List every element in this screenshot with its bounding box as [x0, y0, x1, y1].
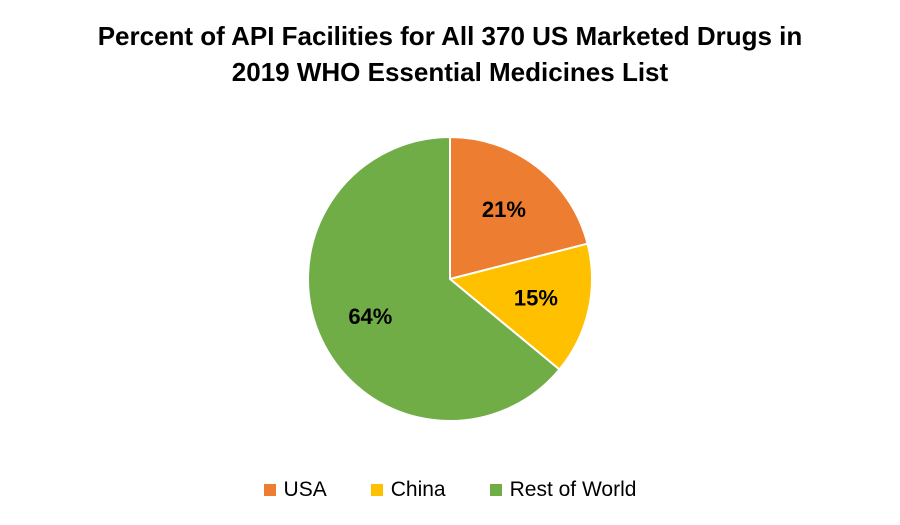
pie-data-labels: 21% 15% 64%: [348, 197, 558, 329]
data-label-rest-of-world: 64%: [348, 304, 392, 329]
legend-swatch-usa: [263, 484, 276, 496]
legend: USA China Rest of World: [0, 478, 900, 502]
pie-slice-rest-of-world: [307, 136, 561, 422]
pie-slice-china: [449, 242, 593, 371]
legend-swatch-china: [370, 484, 383, 496]
legend-item-usa: USA: [263, 478, 327, 502]
legend-item-china: China: [370, 478, 446, 502]
chart-title-line-2: 2019 WHO Essential Medicines List: [231, 57, 669, 87]
pie-slices: [307, 136, 593, 422]
legend-item-rest-of-world: Rest of World: [489, 478, 637, 502]
data-label-usa: 21%: [482, 197, 526, 222]
chart-title: Percent of API Facilities for All 370 US…: [0, 18, 900, 90]
pie-slice-usa: [449, 136, 589, 280]
legend-label-china: China: [390, 478, 446, 501]
legend-label-usa: USA: [283, 478, 327, 501]
legend-swatch-rest-of-world: [489, 484, 502, 496]
chart-title-line-1: Percent of API Facilities for All 370 US…: [97, 21, 803, 51]
legend-label-rest-of-world: Rest of World: [509, 478, 637, 501]
data-label-china: 15%: [514, 286, 558, 311]
